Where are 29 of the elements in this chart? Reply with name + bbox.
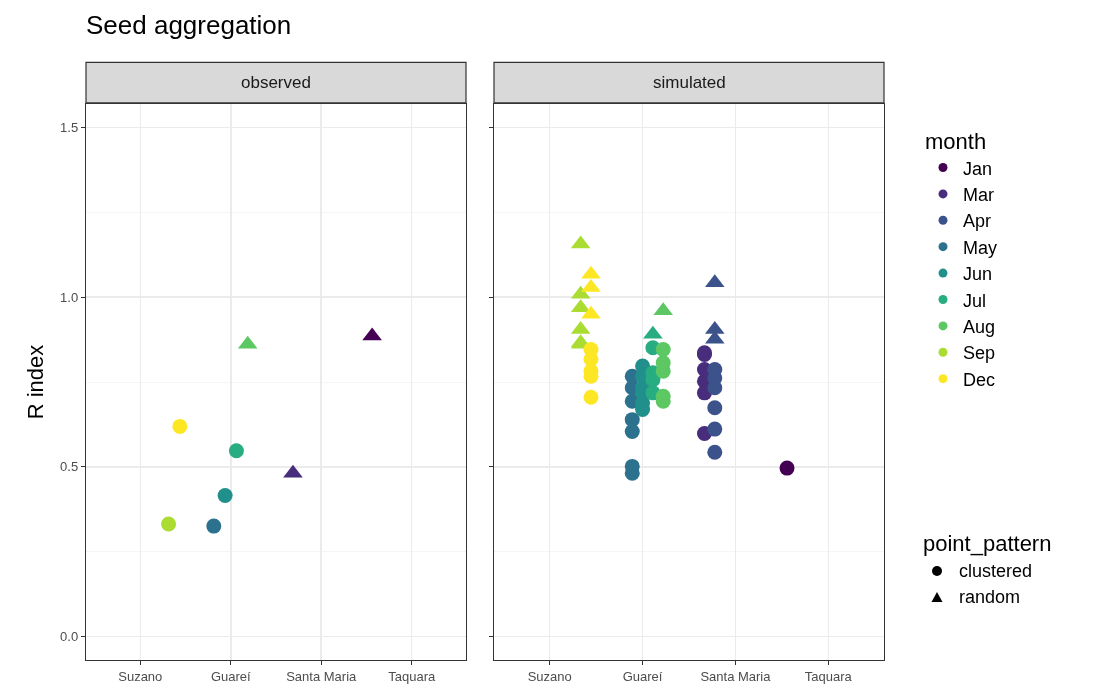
legend-label: Sep (963, 343, 996, 364)
chart-title: Seed aggregation (86, 10, 292, 41)
legend-label: Jan (963, 158, 993, 179)
text: clustered (959, 560, 1033, 583)
legend-label: Aug (963, 316, 996, 337)
x-tick-label: Guareí (622, 668, 663, 684)
y-tick-label: 1.5 (60, 120, 79, 136)
legend-label: Apr (963, 211, 992, 232)
legend-label: Jul (963, 290, 987, 311)
chart-subtitle: simulated (653, 73, 726, 92)
legend-label: Dec (963, 369, 996, 390)
x-tick-label: Santa Maria (700, 668, 772, 684)
legend-label: Mar (963, 184, 994, 205)
y-tick-label: 0.5 (60, 459, 79, 475)
x-tick-label: Santa Maria (286, 668, 358, 684)
chart-subtitle: observed (241, 73, 311, 92)
text: point_pattern (923, 530, 1052, 558)
x-tick-label: Suzano (527, 668, 572, 684)
legend-title: month (925, 129, 987, 155)
legend-label: Jun (963, 264, 993, 285)
x-tick-label: Taquara (388, 668, 436, 684)
y-tick-label: 0.0 (60, 628, 79, 644)
x-tick-label: Taquara (804, 668, 853, 684)
y-tick-label: 1.0 (60, 289, 79, 305)
text: random (959, 586, 1021, 609)
legend-label: May (963, 237, 998, 258)
x-tick-label: Suzano (118, 668, 163, 684)
x-tick-label: Guareí (210, 668, 252, 684)
y-axis-title: R index (23, 344, 49, 420)
